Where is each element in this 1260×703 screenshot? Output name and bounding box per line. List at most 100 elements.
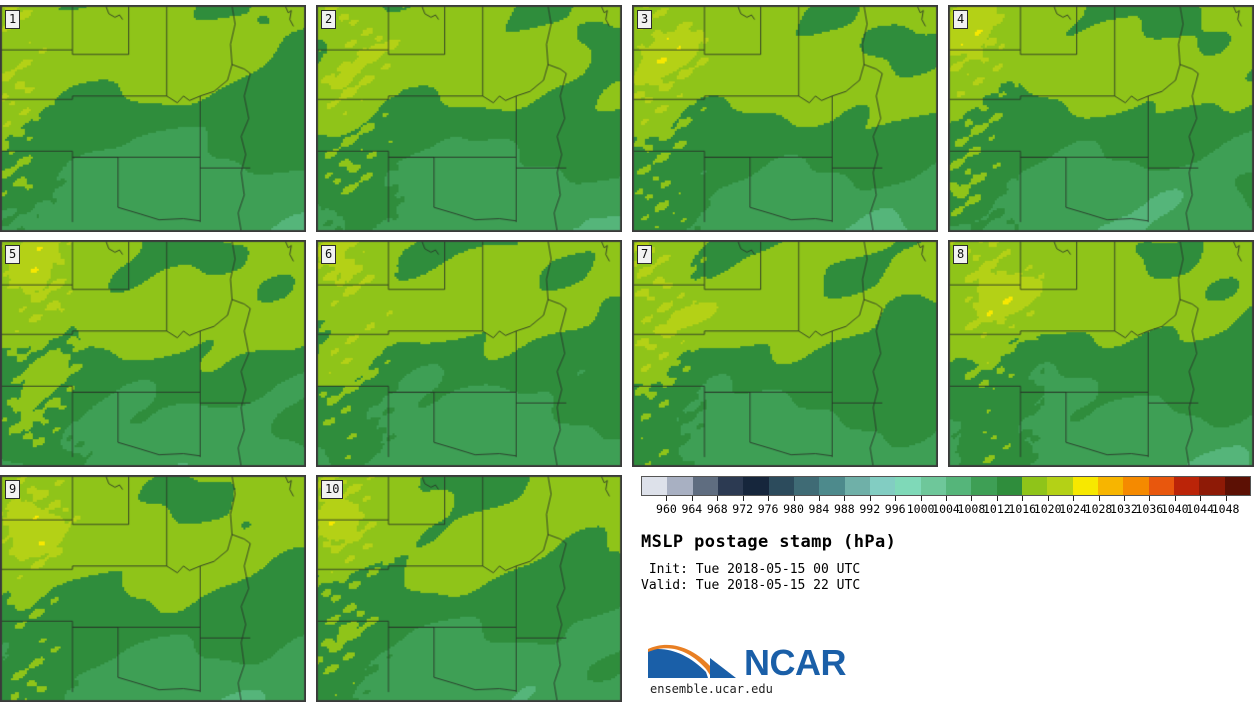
map-panel[interactable]: 4	[948, 5, 1254, 232]
map-panel[interactable]: 10	[316, 475, 622, 702]
colorbar-swatch	[819, 477, 845, 495]
panel-member-badge: 8	[953, 245, 969, 264]
colorbar-swatch	[895, 477, 921, 495]
ncar-mountain-logo-icon	[648, 644, 736, 678]
colorbar-strip	[641, 476, 1251, 496]
colorbar-tick-label: 988	[833, 502, 855, 516]
colorbar-tick-label: 1044	[1186, 502, 1215, 516]
mslp-field-map	[317, 241, 621, 466]
panel-member-badge: 9	[5, 480, 21, 499]
colorbar-swatch	[945, 477, 972, 495]
logo-row: NCAR	[646, 638, 906, 681]
valid-time-line: Valid: Tue 2018-05-15 22 UTC	[641, 578, 861, 593]
mslp-field-map	[633, 241, 937, 466]
map-panel[interactable]: 8	[948, 240, 1254, 467]
colorbar-tick-label: 960	[656, 502, 677, 516]
colorbar-swatch	[793, 477, 820, 495]
figure-caption: MSLP postage stamp (hPa) Init: Tue 2018-…	[641, 531, 1241, 594]
colorbar-tick-label: 1032	[1110, 502, 1138, 516]
colorbar-tick	[1123, 496, 1125, 501]
ncar-logo-block: NCAR ensemble.ucar.edu	[646, 638, 906, 696]
colorbar-swatch	[1047, 477, 1073, 495]
colorbar-swatch	[1097, 477, 1124, 495]
colorbar-tick	[1047, 496, 1049, 501]
plot-title: MSLP postage stamp (hPa)	[641, 532, 897, 552]
map-panel[interactable]: 2	[316, 5, 622, 232]
colorbar-tick	[996, 496, 998, 501]
colorbar-swatch	[1148, 477, 1174, 495]
colorbar-swatch	[1123, 477, 1149, 495]
colorbar-swatch	[667, 477, 693, 495]
colorbar-swatch	[692, 477, 718, 495]
colorbar-swatch	[768, 477, 794, 495]
colorbar-tick-label: 1040	[1160, 502, 1189, 516]
colorbar-swatch	[1199, 477, 1225, 495]
colorbar-tick	[1149, 496, 1151, 501]
colorbar-tick	[920, 496, 922, 501]
colorbar-tick-label: 1020	[1033, 502, 1062, 516]
colorbar-tick-label: 1008	[957, 502, 986, 516]
colorbar-tick	[818, 496, 820, 501]
colorbar-tick-label: 1048	[1211, 502, 1240, 516]
colorbar-tick	[768, 496, 770, 501]
panel-member-badge: 7	[637, 245, 653, 264]
colorbar-tick-label: 1036	[1135, 502, 1164, 516]
mslp-field-map	[317, 6, 621, 231]
panel-member-badge: 10	[321, 480, 344, 499]
colorbar-swatch	[869, 477, 896, 495]
colorbar-tick	[1098, 496, 1100, 501]
colorbar-swatch	[996, 477, 1022, 495]
colorbar-tick	[1073, 496, 1075, 501]
mslp-field-map	[949, 6, 1253, 231]
colorbar-swatch	[1224, 477, 1250, 495]
colorbar-tick	[946, 496, 947, 501]
colorbar-tick	[895, 496, 897, 501]
colorbar-tick	[666, 496, 668, 501]
colorbar-tick-label: 1000	[906, 502, 935, 516]
colorbar-tick-label: 1012	[982, 502, 1011, 516]
colorbar-swatch	[971, 477, 997, 495]
colorbar-swatch	[642, 477, 668, 495]
colorbar-swatch	[1021, 477, 1048, 495]
map-panel[interactable]: 7	[632, 240, 938, 467]
colorbar-tick-label: 972	[732, 502, 754, 516]
colorbar-tick-label: 968	[706, 502, 728, 516]
panel-member-badge: 3	[637, 10, 653, 29]
colorbar-tick-label: 980	[783, 502, 804, 516]
mslp-field-map	[1, 476, 305, 701]
colorbar-tick-label: 1016	[1008, 502, 1037, 516]
colorbar-swatch	[920, 477, 946, 495]
colorbar-tick	[742, 496, 744, 501]
panel-member-badge: 4	[953, 10, 969, 29]
map-panel[interactable]: 3	[632, 5, 938, 232]
map-panel[interactable]: 6	[316, 240, 622, 467]
colorbar-ticks	[641, 496, 1251, 501]
panel-member-badge: 1	[5, 10, 21, 29]
colorbar-swatch	[717, 477, 744, 495]
map-panel[interactable]: 1	[0, 5, 306, 232]
colorbar-tick	[717, 496, 719, 501]
colorbar-tick	[691, 496, 693, 501]
colorbar-tick	[1174, 496, 1176, 501]
colorbar: 960 964 968 972 976 980 984 988 992 996 1000 1004 10…	[641, 476, 1251, 518]
colorbar-tick	[1022, 496, 1024, 501]
mslp-field-map	[1, 241, 305, 466]
colorbar-tick	[869, 496, 871, 501]
map-panel[interactable]: 5	[0, 240, 306, 467]
mslp-field-map	[1, 6, 305, 231]
colorbar-tick-label: 1028	[1084, 502, 1113, 516]
panel-member-badge: 6	[321, 245, 337, 264]
colorbar-swatch	[1072, 477, 1098, 495]
mslp-field-map	[633, 6, 937, 231]
colorbar-swatch	[844, 477, 870, 495]
map-panel[interactable]: 9	[0, 475, 306, 702]
colorbar-tick-label: 964	[681, 502, 703, 516]
colorbar-tick	[844, 496, 846, 501]
colorbar-tick-labels: 960 964 968 972 976 980 984 988 992 996 1000 1004 10…	[641, 502, 1251, 518]
init-time-line: Init: Tue 2018-05-15 00 UTC	[641, 562, 861, 577]
mslp-field-map	[949, 241, 1253, 466]
colorbar-tick-label: 996	[884, 502, 906, 516]
panel-member-badge: 2	[321, 10, 337, 29]
colorbar-tick	[793, 496, 795, 501]
colorbar-tick	[971, 496, 973, 501]
